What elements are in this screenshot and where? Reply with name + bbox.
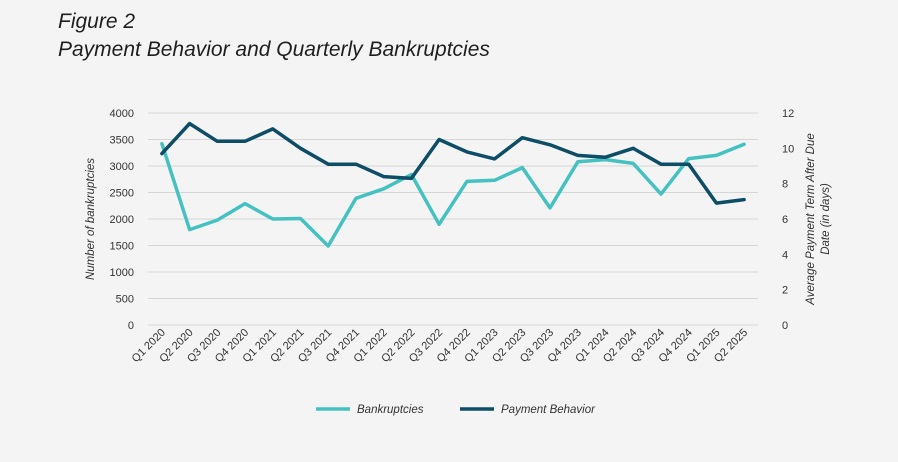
left-axis-title: Number of bankruptcies (85, 158, 97, 280)
right-tick-label: 10 (782, 143, 794, 155)
chart-title: Payment Behavior and Quarterly Bankruptc… (58, 38, 490, 61)
gridlines (148, 112, 758, 326)
right-tick-label: 2 (782, 285, 788, 297)
left-axis-ticks: 0 500 1000 1500 2000 2500 3000 3500 4000 (110, 108, 134, 332)
left-tick-label: 2000 (110, 214, 134, 226)
right-axis-ticks: 0 2 4 6 8 10 12 (782, 108, 794, 332)
right-tick-label: 6 (782, 214, 788, 226)
legend: Bankruptcies Payment Behavior (316, 404, 596, 416)
left-tick-label: 500 (116, 294, 134, 306)
right-axis-title-line1: Average Payment Term After Due (805, 133, 817, 306)
legend-label-bankruptcies: Bankruptcies (357, 404, 424, 416)
series-line-payment-behavior (160, 121, 746, 205)
right-tick-label: 4 (782, 249, 788, 261)
left-tick-label: 4000 (110, 108, 134, 120)
left-tick-label: 3000 (110, 161, 134, 173)
left-tick-label: 0 (128, 320, 134, 332)
right-tick-label: 0 (782, 320, 788, 332)
series-lines (160, 121, 746, 248)
right-tick-label: 8 (782, 179, 788, 191)
left-tick-label: 1000 (110, 267, 134, 279)
left-tick-label: 1500 (110, 241, 134, 253)
left-tick-label: 2500 (110, 188, 134, 200)
right-axis-title-line2: Date (in days) (820, 183, 832, 255)
series-line-bankruptcies (160, 141, 746, 248)
left-tick-label: 3500 (110, 135, 134, 147)
legend-label-payment-behavior: Payment Behavior (501, 404, 596, 416)
figure-label: Figure 2 (58, 10, 136, 33)
right-tick-label: 12 (782, 108, 794, 120)
